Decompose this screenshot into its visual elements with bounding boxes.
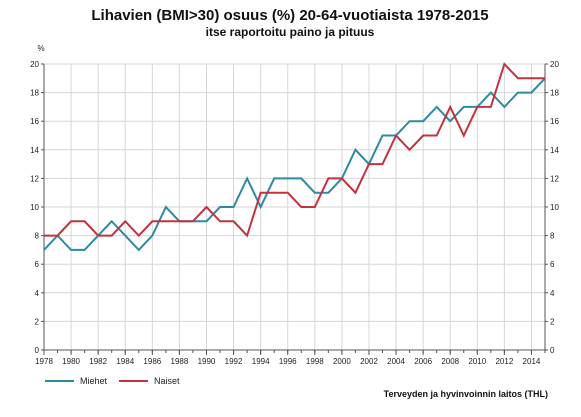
axes: 0 0 2 2 4 4 6 6 8 8 10 10 12 12 14 14 16 16 18 18 20 20 1978 19… [30, 60, 559, 366]
x-tick-label: 1990 [198, 357, 216, 366]
y-tick-label-right: 20 [550, 60, 559, 69]
y-tick-label-right: 6 [550, 260, 555, 269]
series-lines [43, 62, 546, 252]
x-tick-label: 1984 [116, 357, 134, 366]
y-tick-label-left: 4 [35, 289, 40, 298]
y-tick-label-right: 18 [550, 89, 559, 98]
y-tick-label-right: 2 [550, 317, 555, 326]
x-tick-label: 1980 [62, 357, 80, 366]
x-tick-label: 1996 [279, 357, 297, 366]
source-note: Terveyden ja hyvinvoinnin laitos (THL) [384, 389, 548, 399]
y-tick-label-right: 16 [550, 117, 559, 126]
x-tick-label: 2010 [468, 357, 486, 366]
x-tick-label: 2004 [387, 357, 405, 366]
legend-label-miehet: Miehet [80, 376, 108, 386]
y-tick-label-left: 20 [30, 60, 39, 69]
y-tick-label-right: 4 [550, 289, 555, 298]
legend: Miehet Naiset [45, 376, 180, 386]
chart-subtitle: itse raportoitu paino ja pituus [206, 25, 375, 39]
y-tick-label-right: 14 [550, 146, 559, 155]
chart-title: Lihavien (BMI>30) osuus (%) 20-64-vuotia… [91, 7, 488, 24]
x-tick-label: 1998 [306, 357, 324, 366]
x-tick-label: 1986 [143, 357, 161, 366]
x-tick-label: 1982 [89, 357, 107, 366]
x-tick-label: 1978 [35, 357, 53, 366]
y-tick-label-left: 12 [30, 174, 39, 183]
y-tick-label-right: 12 [550, 174, 559, 183]
x-tick-label: 2002 [360, 357, 378, 366]
x-tick-label: 1994 [252, 357, 270, 366]
x-tick-label: 1992 [225, 357, 243, 366]
y-tick-label-left: 14 [30, 146, 39, 155]
x-tick-label: 2012 [495, 357, 513, 366]
x-tick-label: 2006 [414, 357, 432, 366]
y-tick-label-right: 0 [550, 346, 555, 355]
y-tick-label-left: 6 [35, 260, 40, 269]
y-tick-label-left: 0 [35, 346, 40, 355]
x-tick-label: 2000 [333, 357, 351, 366]
y-tick-label-left: 16 [30, 117, 39, 126]
y-tick-label-left: 10 [30, 203, 39, 212]
y-tick-label-left: 2 [35, 317, 40, 326]
y-tick-label-right: 8 [550, 232, 555, 241]
y-axis-unit: % [37, 44, 44, 53]
series-line-miehet [43, 77, 546, 252]
y-tick-label-left: 8 [35, 232, 40, 241]
x-tick-label: 1988 [171, 357, 189, 366]
x-tick-label: 2008 [441, 357, 459, 366]
x-tick-label: 2014 [523, 357, 541, 366]
y-tick-label-left: 18 [30, 89, 39, 98]
y-tick-label-right: 10 [550, 203, 559, 212]
legend-label-naiset: Naiset [154, 376, 180, 386]
series-line-naiset [44, 62, 545, 238]
